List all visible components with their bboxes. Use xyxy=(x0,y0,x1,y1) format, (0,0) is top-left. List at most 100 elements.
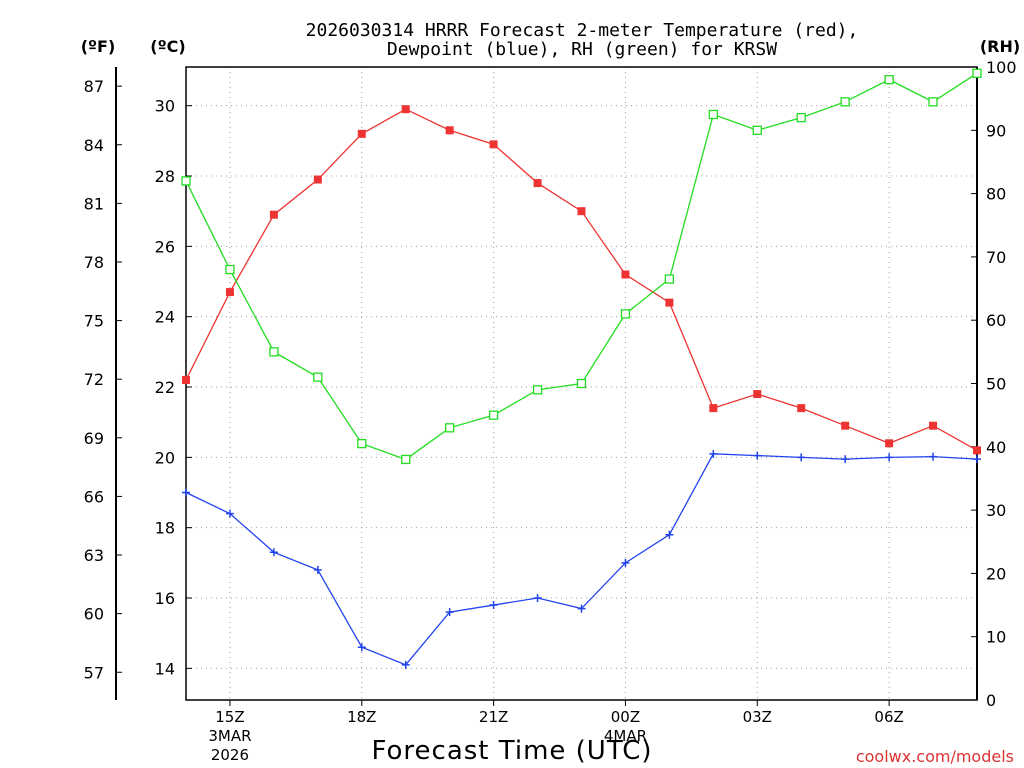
y-tick-label-fahrenheit: 75 xyxy=(84,312,104,331)
dewpoint-point xyxy=(357,643,366,652)
temperature-point xyxy=(665,298,674,307)
rh-point xyxy=(401,454,411,465)
temperature-point xyxy=(797,404,806,413)
x-tick-label: 18Z xyxy=(347,708,376,726)
dewpoint-point xyxy=(797,453,806,462)
y-tick-label-rh: 30 xyxy=(986,501,1006,520)
dewpoint-point xyxy=(445,608,454,617)
y-tick-label-celsius: 28 xyxy=(155,167,175,186)
rh-point xyxy=(488,410,499,420)
y-tick-label-celsius: 20 xyxy=(155,448,175,467)
credit-label: coolwx.com/models xyxy=(856,747,1014,766)
y-tick-label-fahrenheit: 66 xyxy=(84,487,104,506)
dewpoint-point xyxy=(313,565,322,574)
temperature-point xyxy=(401,105,410,114)
temperature-point xyxy=(313,175,322,184)
x-tick-date-label: 4MAR xyxy=(604,727,647,745)
dewpoint-point xyxy=(269,548,278,557)
rh-point xyxy=(840,97,850,107)
temperature-point xyxy=(357,129,366,138)
x-tick-year-label: 2026 xyxy=(211,746,249,764)
dewpoint-point xyxy=(885,453,894,462)
y-tick-label-rh: 40 xyxy=(986,438,1006,457)
y-tick-label-rh: 70 xyxy=(986,248,1006,267)
temperature-point xyxy=(182,375,190,384)
unit-label-fahrenheit: (ºF) xyxy=(81,37,116,56)
y-tick-label-fahrenheit: 63 xyxy=(84,546,104,565)
temperature-point xyxy=(621,270,630,279)
temperature-point xyxy=(753,390,762,399)
y-tick-label-fahrenheit: 69 xyxy=(84,429,104,448)
rh-point xyxy=(620,309,631,319)
rh-point xyxy=(752,125,762,135)
temperature-series-line xyxy=(185,108,978,451)
y-tick-label-celsius: 16 xyxy=(155,589,175,608)
rh-point xyxy=(313,372,323,382)
y-tick-label-fahrenheit: 78 xyxy=(84,253,104,272)
y-tick-label-celsius: 14 xyxy=(155,659,175,678)
y-tick-label-fahrenheit: 81 xyxy=(84,194,104,213)
temperature-point xyxy=(885,439,894,448)
dewpoint-point xyxy=(182,488,190,497)
y-tick-label-fahrenheit: 57 xyxy=(84,663,104,682)
rh-point xyxy=(181,176,191,186)
dewpoint-point xyxy=(489,601,498,610)
dewpoint-point xyxy=(929,452,938,461)
dewpoint-point xyxy=(973,455,981,464)
x-tick-label: 21Z xyxy=(479,708,508,726)
x-tick-label: 15Z xyxy=(215,708,244,726)
rh-point xyxy=(664,274,675,284)
rh-point xyxy=(796,112,806,123)
y-tick-label-rh: 80 xyxy=(986,185,1006,204)
y-tick-label-rh: 0 xyxy=(986,691,996,710)
dewpoint-point xyxy=(621,558,630,567)
temperature-point xyxy=(445,126,454,135)
dewpoint-point xyxy=(401,660,410,669)
y-tick-label-rh: 50 xyxy=(986,375,1006,394)
unit-label-celsius: (ºC) xyxy=(150,37,185,56)
temperature-point xyxy=(269,210,278,219)
temperature-point xyxy=(929,421,938,430)
rh-point xyxy=(972,68,982,78)
temperature-point xyxy=(577,207,586,216)
dewpoint-point xyxy=(577,604,586,613)
rh-point xyxy=(708,109,718,120)
dewpoint-point xyxy=(533,594,542,603)
chart-title-line1: 2026030314 HRRR Forecast 2-meter Tempera… xyxy=(306,20,859,41)
rh-point xyxy=(445,423,455,433)
y-tick-label-celsius: 22 xyxy=(155,378,175,397)
y-tick-label-rh: 60 xyxy=(986,311,1006,330)
dewpoint-point xyxy=(225,509,234,518)
y-tick-label-rh: 20 xyxy=(986,564,1006,583)
rh-point xyxy=(269,347,279,357)
rh-point xyxy=(532,385,543,395)
x-tick-label: 06Z xyxy=(874,708,903,726)
y-tick-label-celsius: 18 xyxy=(155,519,175,538)
grid-lines xyxy=(186,67,977,700)
rh-point xyxy=(357,438,367,449)
dewpoint-point xyxy=(709,449,718,458)
data-series xyxy=(181,68,982,669)
y-tick-label-celsius: 30 xyxy=(155,97,175,116)
y-tick-label-fahrenheit: 84 xyxy=(84,136,104,155)
rh-series-line xyxy=(185,72,978,461)
temperature-point xyxy=(841,421,850,430)
temperature-point xyxy=(489,140,498,149)
chart-title-line2: Dewpoint (blue), RH (green) for KRSW xyxy=(387,39,777,60)
temperature-point xyxy=(225,288,234,297)
unit-label-rh: (RH) xyxy=(980,37,1020,56)
x-tick-label: 00Z xyxy=(611,708,640,726)
rh-point xyxy=(576,378,587,389)
rh-point xyxy=(928,97,938,107)
x-tick-label: 03Z xyxy=(743,708,772,726)
y-tick-label-celsius: 26 xyxy=(155,237,175,256)
temperature-point xyxy=(533,179,542,188)
y-tick-label-rh: 10 xyxy=(986,628,1006,647)
temperature-point xyxy=(709,404,718,413)
x-tick-date-label: 3MAR xyxy=(208,727,251,745)
dewpoint-series-line xyxy=(185,453,978,666)
rh-point xyxy=(225,264,235,275)
y-tick-label-fahrenheit: 72 xyxy=(84,370,104,389)
